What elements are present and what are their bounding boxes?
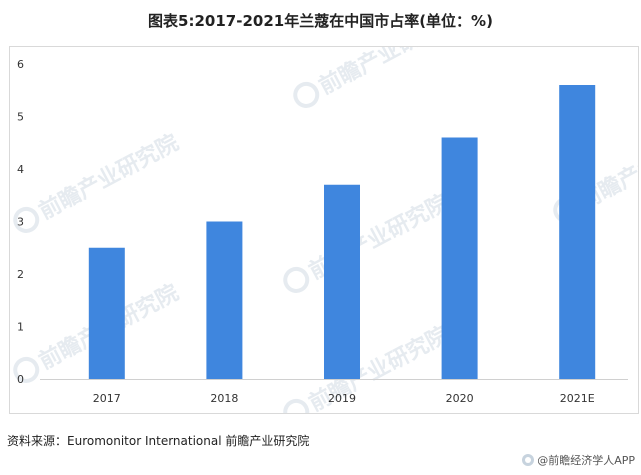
bar: [441, 137, 478, 379]
y-tick-label: 4: [17, 163, 24, 176]
watermark: 前瞻产业研究院: [293, 5, 463, 108]
bar: [324, 184, 360, 379]
watermark: 前瞻产业研究院: [13, 130, 183, 233]
watermark: 前瞻产业研究院: [283, 322, 453, 425]
chart-title: 图表5:2017-2021年兰蔻在中国市占率(单位：%): [148, 12, 493, 30]
brand-logo-icon: [522, 454, 535, 466]
svg-text:前瞻产业研究院: 前瞻产业研究院: [35, 130, 183, 225]
x-tick-label: 2021E: [560, 392, 595, 405]
x-tick-label: 2020: [446, 392, 474, 405]
bar-chart: 前瞻产业研究院前瞻产业研究院前瞻产业研究院前瞻产业研究院前瞻产业研究院前瞻产业研…: [13, 5, 641, 425]
bars-layer: [88, 85, 596, 379]
svg-text:前瞻产业研究院: 前瞻产业研究院: [315, 47, 463, 100]
bar: [88, 247, 125, 379]
chart-area: 前瞻产业研究院前瞻产业研究院前瞻产业研究院前瞻产业研究院前瞻产业研究院前瞻产业研…: [9, 5, 641, 425]
x-tick-label: 2019: [328, 392, 356, 405]
y-tick-label: 6: [17, 58, 24, 71]
y-tick-label: 0: [17, 373, 24, 386]
x-tick-label: 2017: [93, 392, 121, 405]
x-tick-label: 2018: [210, 392, 238, 405]
source-note: 资料来源：Euromonitor International 前瞻产业研究院: [7, 434, 310, 448]
y-tick-label: 5: [17, 111, 24, 124]
brand-label: @前瞻经济学人APP: [537, 454, 635, 467]
brand-signature: @前瞻经济学人APP: [522, 452, 635, 468]
y-tick-label: 3: [17, 216, 24, 229]
y-tick-label: 2: [17, 268, 24, 281]
y-tick-label: 1: [17, 321, 24, 334]
bar: [206, 221, 243, 379]
axes-layer: 0 1 2 3 4 5 6 2017 2018 2019 2020 2021E: [17, 58, 628, 405]
bar: [559, 85, 596, 379]
watermark: 前瞻产业研究院: [283, 190, 453, 293]
